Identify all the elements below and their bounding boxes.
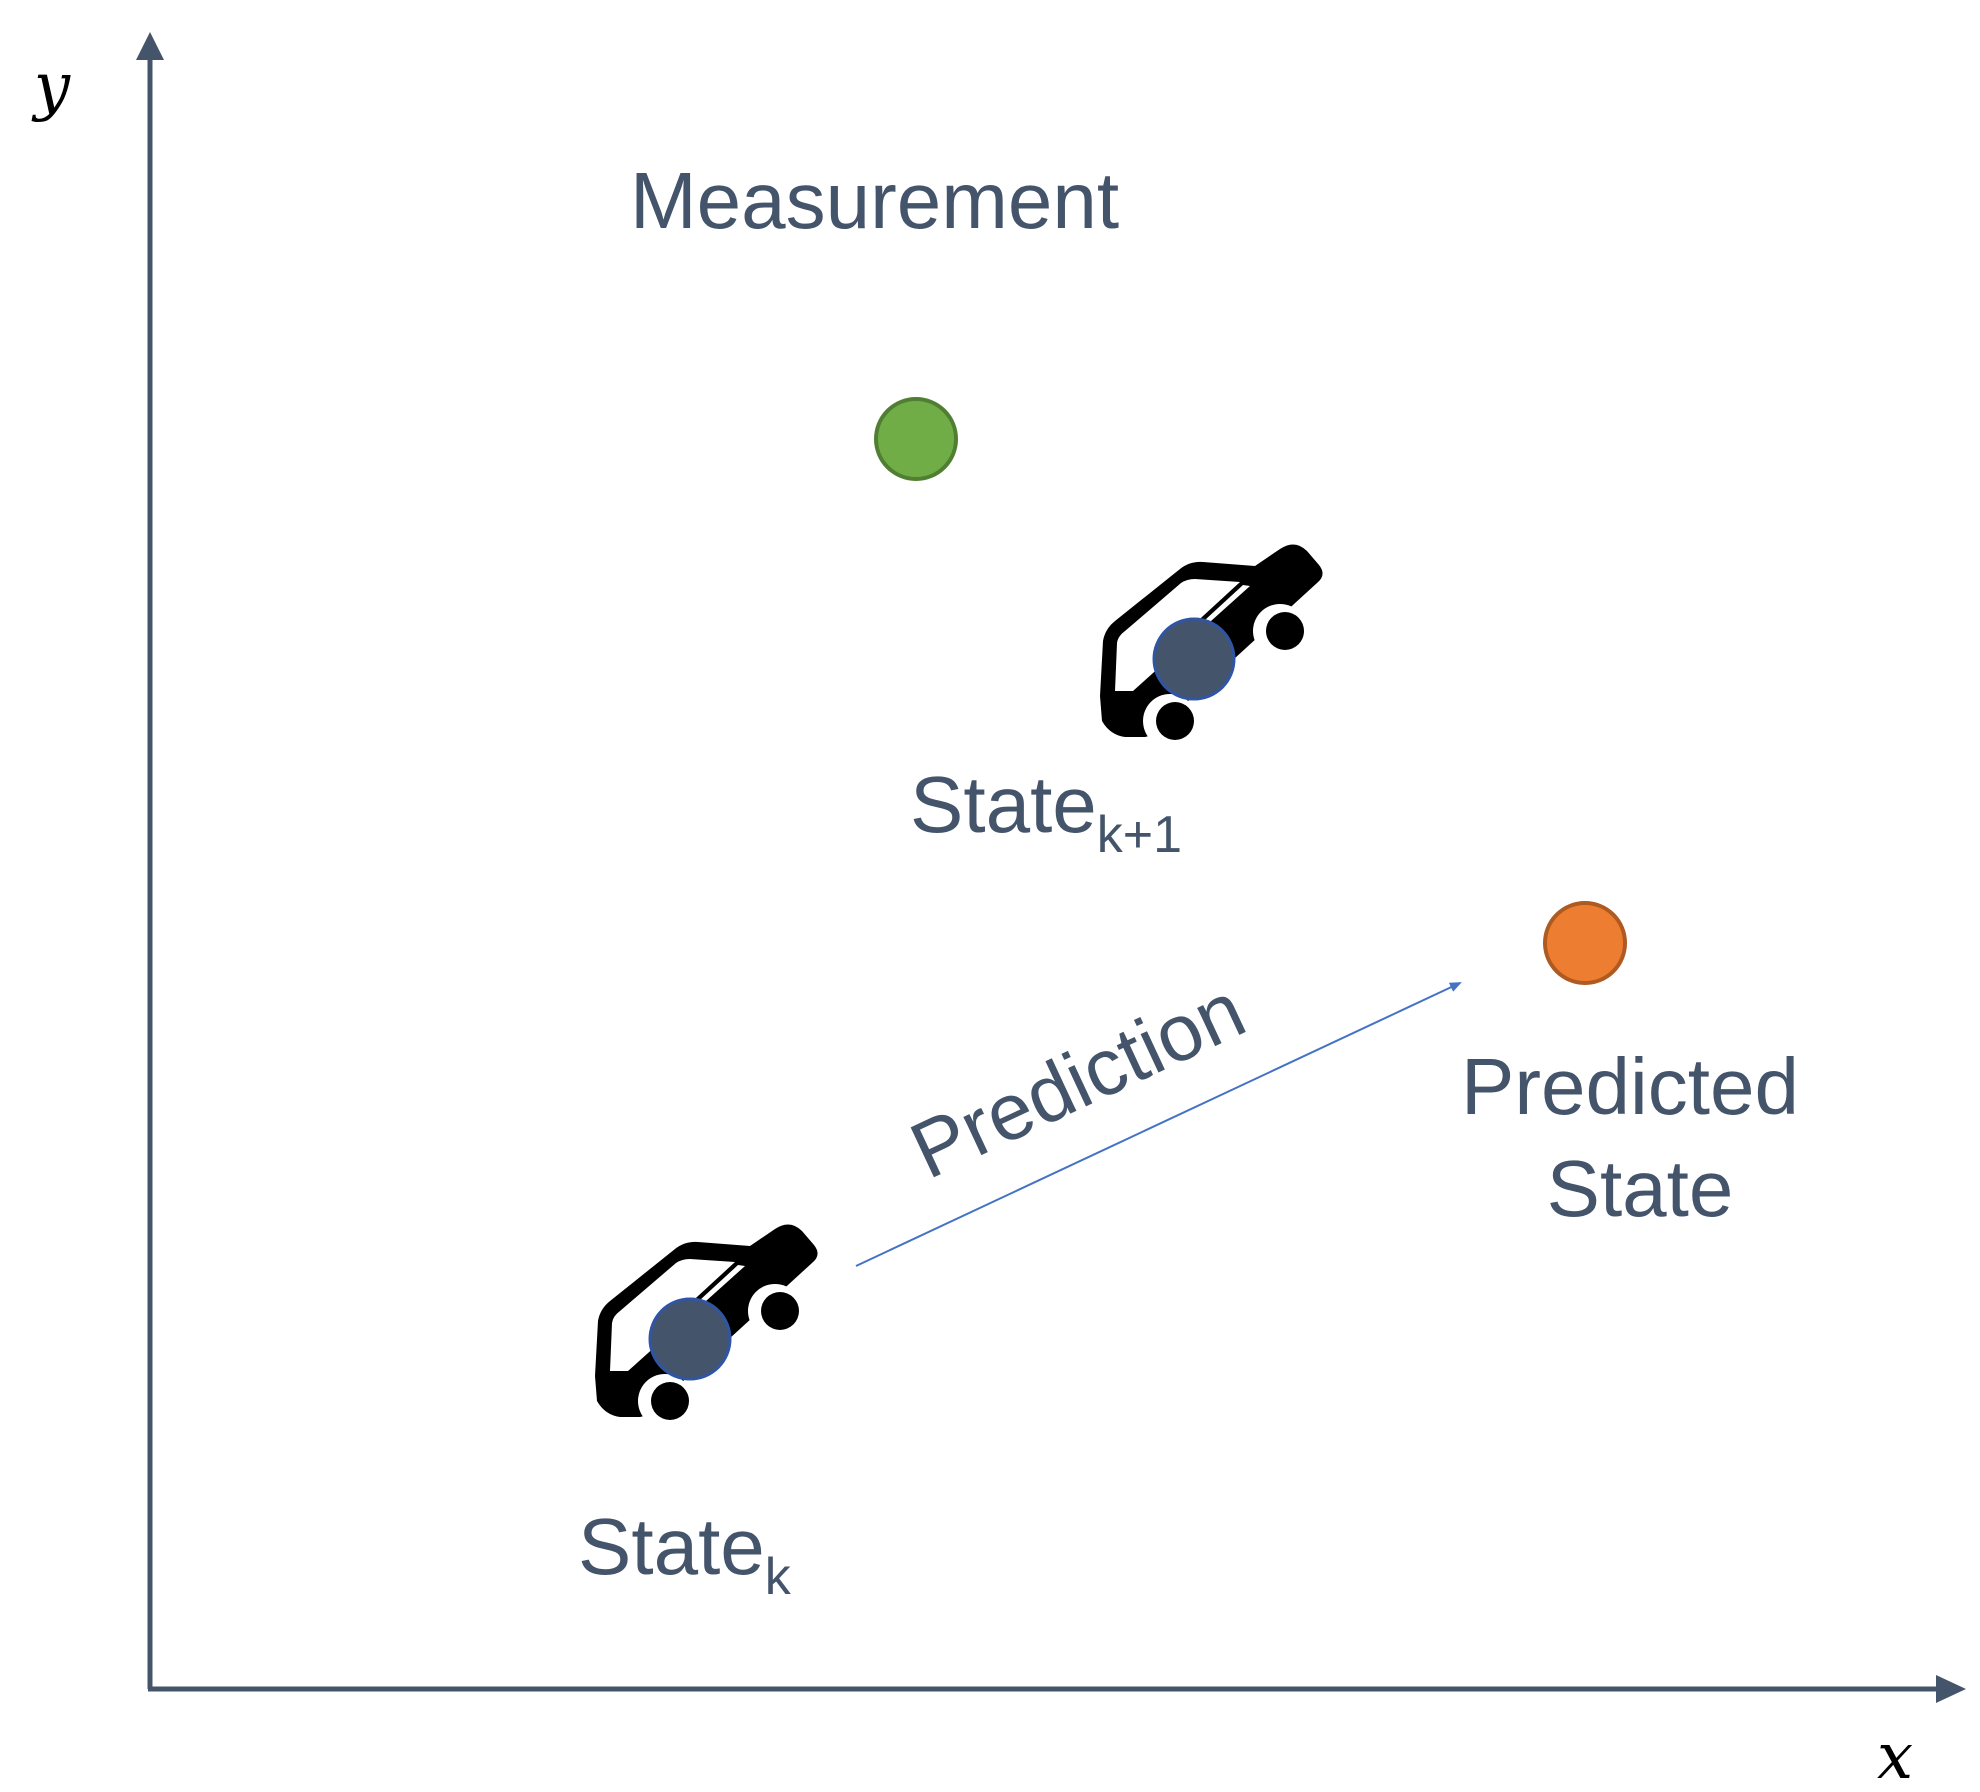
predicted-state-label-line1: Predicted [1461, 1042, 1799, 1131]
measurement-dot [874, 397, 958, 481]
measurement-label: Measurement [630, 156, 1119, 245]
state-k-text: State [578, 1502, 765, 1591]
state-k-label: Statek [578, 1502, 792, 1606]
predicted-state-label-line2: State [1547, 1144, 1734, 1233]
x-axis [148, 1675, 1966, 1703]
state-k-dot [648, 1297, 732, 1381]
state-k1-label: Statek+1 [910, 760, 1182, 864]
x-axis-arrowhead [1936, 1675, 1966, 1703]
state-k1-subscript: k+1 [1097, 806, 1182, 864]
y-axis [136, 32, 164, 1689]
state-k-subscript: k [765, 1548, 792, 1606]
prediction-label: Prediction [898, 964, 1258, 1195]
state-k1-dot [1152, 617, 1236, 701]
x-axis-label: x [1877, 1720, 1913, 1792]
y-axis-label: y [31, 50, 71, 124]
state-k1-text: State [910, 760, 1097, 849]
predicted-state-dot [1543, 901, 1627, 985]
y-axis-arrowhead [136, 32, 164, 60]
prediction-arrow [855, 982, 1462, 1267]
